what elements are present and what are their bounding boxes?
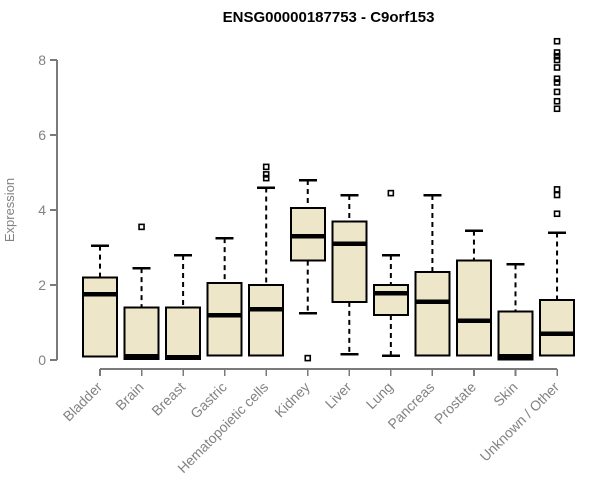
x-tick-label-breast: Breast [148, 379, 188, 419]
outlier-unknown-other-6 [553, 79, 561, 86]
box-unknown-other [539, 299, 576, 357]
box-brain [123, 306, 160, 360]
y-tick-label: 6 [38, 127, 46, 143]
box-breast [165, 306, 202, 360]
y-tick-label: 2 [38, 277, 46, 293]
x-tick-label-liver: Liver [322, 379, 355, 412]
x-tick-label-brain: Brain [112, 379, 146, 413]
outlier-unknown-other-4 [553, 64, 561, 71]
outlier-unknown-other-11 [553, 191, 561, 199]
x-tick-label-lung: Lung [363, 379, 396, 412]
box-hematopoietic-cells [248, 284, 285, 357]
outlier-hematopoietic-cells-0 [262, 163, 270, 171]
x-tick-label-prostate: Prostate [431, 379, 479, 427]
y-tick-label: 0 [38, 352, 46, 368]
outlier-unknown-other-2 [553, 52, 561, 60]
outlier-unknown-other-9 [553, 105, 561, 113]
outlier-unknown-other-3 [553, 56, 561, 64]
chart-title: ENSG00000187753 - C9orf153 [223, 9, 435, 26]
x-tick-label-bladder: Bladder [60, 379, 106, 425]
box-lung [372, 284, 409, 316]
outlier-unknown-other-10 [553, 186, 561, 193]
x-tick-label-unknown-other: Unknown / Other [477, 379, 563, 465]
outlier-unknown-other-0 [553, 37, 561, 45]
outlier-kidney-0 [304, 354, 312, 362]
outlier-hematopoietic-cells-2 [262, 174, 270, 182]
box-gastric [206, 282, 243, 357]
box-prostate [455, 259, 492, 357]
outlier-lung-0 [387, 189, 395, 197]
outlier-unknown-other-8 [553, 97, 561, 105]
box-liver [331, 220, 368, 303]
box-bladder [82, 276, 118, 358]
box-pancreas [414, 270, 451, 357]
outlier-unknown-other-5 [553, 75, 561, 83]
outlier-unknown-other-1 [553, 49, 561, 56]
x-tick-label-kidney: Kidney [271, 379, 313, 421]
x-tick-label-skin: Skin [490, 379, 521, 410]
y-tick-label: 8 [38, 52, 46, 68]
outlier-brain-0 [138, 223, 145, 231]
outlier-unknown-other-12 [553, 210, 561, 218]
outlier-hematopoietic-cells-1 [262, 171, 270, 178]
outlier-unknown-other-7 [553, 88, 561, 96]
y-tick-label: 4 [38, 202, 46, 218]
box-skin [497, 310, 534, 361]
y-axis-title: Expression [2, 178, 17, 242]
